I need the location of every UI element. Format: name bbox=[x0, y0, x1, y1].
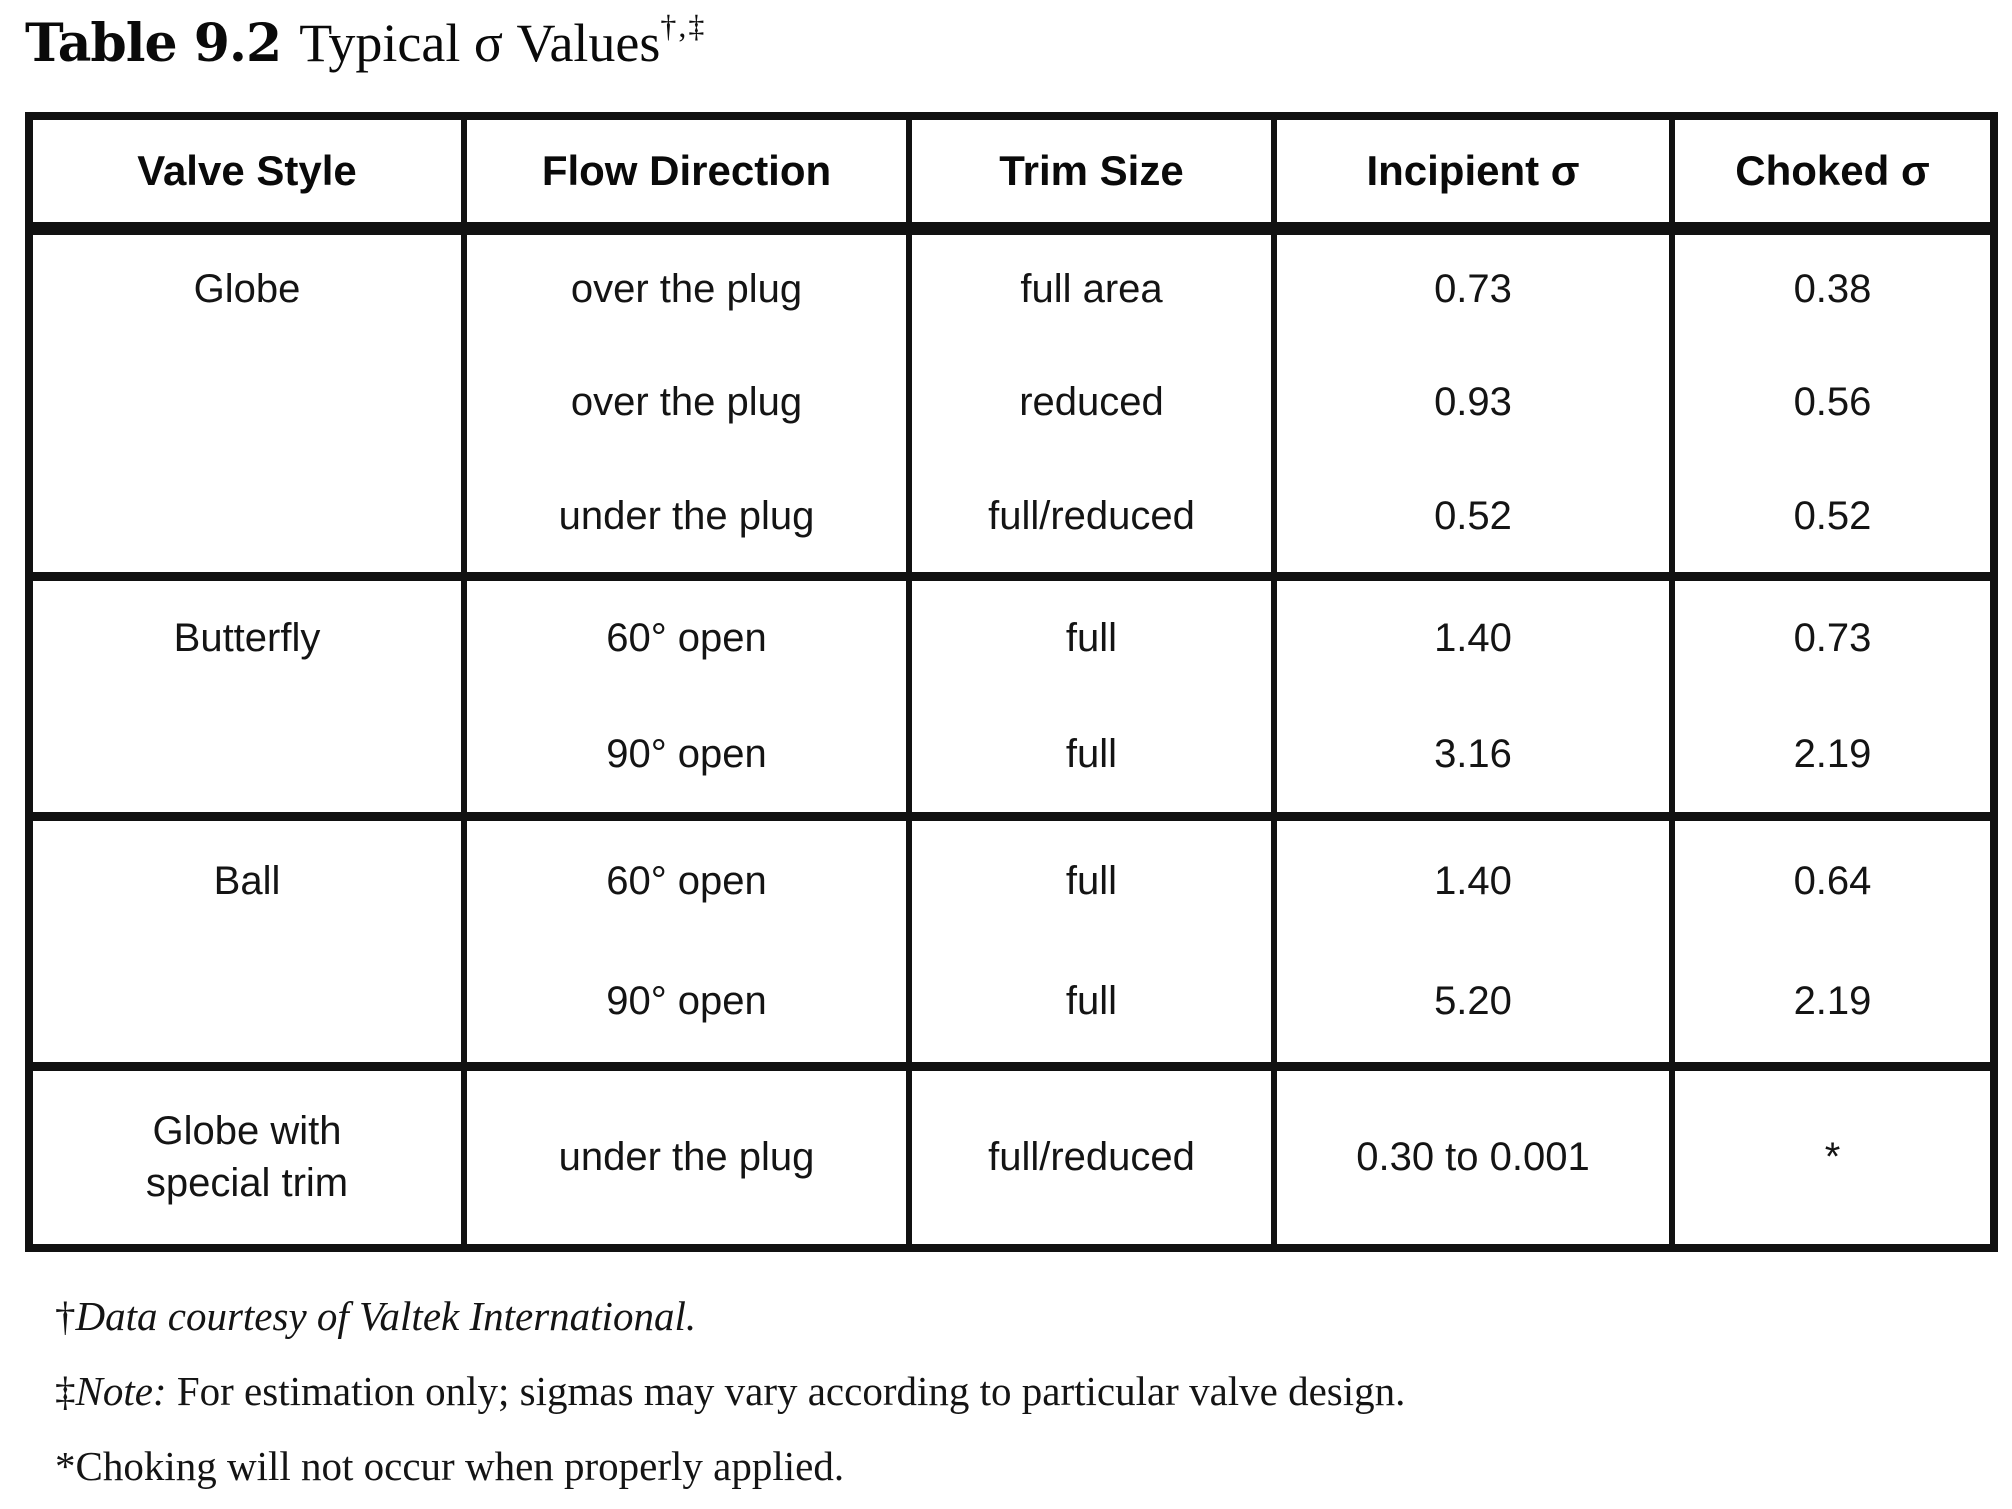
cell-valve-style: Butterfly bbox=[26, 576, 467, 696]
cell-choked-sigma: 0.73 bbox=[1669, 576, 1997, 696]
group-butterfly: Butterfly 60° open full 1.40 0.73 90° op… bbox=[26, 576, 1997, 821]
group-ball: Ball 60° open full 1.40 0.64 90° open fu… bbox=[26, 816, 1997, 1071]
cell-incipient-sigma: 1.40 bbox=[1271, 816, 1675, 941]
cell-incipient-sigma: 0.93 bbox=[1271, 344, 1675, 460]
group-globe-special-trim: Globe with special trim under the plug f… bbox=[26, 1066, 1997, 1248]
cell-incipient-sigma: 1.40 bbox=[1271, 576, 1675, 696]
cell-trim-size: full/reduced bbox=[906, 1066, 1277, 1248]
table-row: under the plug full/reduced 0.52 0.52 bbox=[26, 460, 1997, 581]
footnote-text: For estimation only; sigmas may vary acc… bbox=[166, 1368, 1406, 1415]
footnote-marker-double-dagger: ‡ bbox=[55, 1368, 76, 1415]
cell-valve-style: Ball bbox=[26, 816, 467, 941]
footnote-data-courtesy: †Data courtesy of Valtek International. bbox=[55, 1293, 2012, 1339]
footnote-marker-dagger: † bbox=[55, 1293, 76, 1339]
table-row: 90° open full 5.20 2.19 bbox=[26, 941, 1997, 1071]
cell-trim-size: full bbox=[906, 576, 1277, 696]
cell-incipient-sigma: 0.73 bbox=[1271, 228, 1675, 344]
cell-incipient-sigma: 0.30 to 0.001 bbox=[1271, 1066, 1675, 1248]
table-row: Globe over the plug full area 0.73 0.38 bbox=[26, 228, 1997, 344]
cell-flow-direction: over the plug bbox=[461, 228, 912, 344]
cell-choked-sigma: * bbox=[1669, 1066, 1997, 1248]
title-footnote-markers: †,‡ bbox=[660, 8, 707, 44]
table-row: 90° open full 3.16 2.19 bbox=[26, 696, 1997, 821]
table-header: Valve Style Flow Direction Trim Size Inc… bbox=[26, 116, 1997, 235]
footnote-choking: *Choking will not occur when properly ap… bbox=[55, 1444, 2012, 1489]
col-header-incipient-sigma: Incipient σ bbox=[1271, 116, 1675, 235]
cell-flow-direction: under the plug bbox=[461, 1066, 912, 1248]
cell-trim-size: reduced bbox=[906, 344, 1277, 460]
col-header-valve-style: Valve Style bbox=[26, 116, 467, 235]
cell-trim-size: full bbox=[906, 816, 1277, 941]
cell-choked-sigma: 0.38 bbox=[1669, 228, 1997, 344]
cell-valve-style bbox=[26, 696, 467, 821]
cell-trim-size: full area bbox=[906, 228, 1277, 344]
cell-flow-direction: 60° open bbox=[461, 576, 912, 696]
cell-trim-size: full bbox=[906, 696, 1277, 821]
header-row: Valve Style Flow Direction Trim Size Inc… bbox=[26, 116, 1997, 235]
col-header-trim-size: Trim Size bbox=[906, 116, 1277, 235]
footnote-text: Data courtesy of Valtek International. bbox=[75, 1293, 697, 1339]
cell-choked-sigma: 2.19 bbox=[1669, 696, 1997, 821]
table-caption: Typical σ Values bbox=[299, 13, 661, 73]
footnotes: †Data courtesy of Valtek International. … bbox=[55, 1293, 2012, 1489]
table-row: Ball 60° open full 1.40 0.64 bbox=[26, 816, 1997, 941]
table-row: Globe with special trim under the plug f… bbox=[26, 1066, 1997, 1248]
cell-flow-direction: 90° open bbox=[461, 941, 912, 1071]
table-row: Butterfly 60° open full 1.40 0.73 bbox=[26, 576, 1997, 696]
cell-flow-direction: over the plug bbox=[461, 344, 912, 460]
cell-flow-direction: under the plug bbox=[461, 460, 912, 581]
table-row: over the plug reduced 0.93 0.56 bbox=[26, 344, 1997, 460]
cell-valve-style bbox=[26, 344, 467, 460]
cell-trim-size: full/reduced bbox=[906, 460, 1277, 581]
cell-choked-sigma: 0.64 bbox=[1669, 816, 1997, 941]
cell-valve-style: Globe bbox=[26, 228, 467, 344]
table-title: Table 9.2 Typical σ Values†,‡ bbox=[25, 8, 2012, 74]
cell-choked-sigma: 0.52 bbox=[1669, 460, 1997, 581]
cell-choked-sigma: 0.56 bbox=[1669, 344, 1997, 460]
sigma-values-table: Valve Style Flow Direction Trim Size Inc… bbox=[25, 112, 1998, 1252]
col-header-flow-direction: Flow Direction bbox=[461, 116, 912, 235]
cell-incipient-sigma: 5.20 bbox=[1271, 941, 1675, 1071]
cell-flow-direction: 90° open bbox=[461, 696, 912, 821]
footnote-note: ‡Note: For estimation only; sigmas may v… bbox=[55, 1369, 2012, 1414]
footnote-text: Choking will not occur when properly app… bbox=[75, 1443, 845, 1490]
cell-trim-size: full bbox=[906, 941, 1277, 1071]
table-number: Table 9.2 bbox=[25, 13, 282, 74]
cell-incipient-sigma: 0.52 bbox=[1271, 460, 1675, 581]
group-globe: Globe over the plug full area 0.73 0.38 … bbox=[26, 228, 1997, 581]
cell-incipient-sigma: 3.16 bbox=[1271, 696, 1675, 821]
cell-choked-sigma: 2.19 bbox=[1669, 941, 1997, 1071]
cell-valve-style bbox=[26, 941, 467, 1071]
col-header-choked-sigma: Choked σ bbox=[1669, 116, 1997, 235]
cell-flow-direction: 60° open bbox=[461, 816, 912, 941]
cell-valve-style: Globe with special trim bbox=[26, 1066, 467, 1248]
footnote-text: Note: bbox=[75, 1368, 167, 1415]
cell-valve-style bbox=[26, 460, 467, 581]
footnote-marker-asterisk: * bbox=[55, 1443, 76, 1490]
